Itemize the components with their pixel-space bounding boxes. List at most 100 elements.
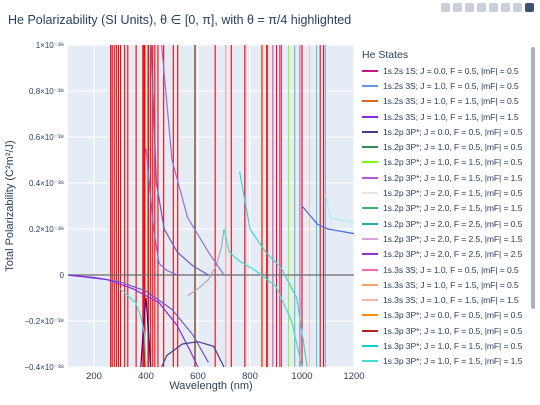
legend-swatch bbox=[362, 329, 378, 332]
legend-item[interactable]: 1s.2p 3P*; J = 2.0, F = 2.5, |mF| = 1.5 bbox=[362, 231, 528, 246]
chart-title: He Polarizability (SI Units), θ ∈ [0, π]… bbox=[8, 13, 352, 27]
y-tick-label: 0.4×10⁻³⁸ bbox=[29, 179, 64, 188]
y-tick-label: 0.8×10⁻³⁸ bbox=[29, 87, 64, 96]
legend-label: 1s.3p 3P*; J = 1.0, F = 1.5, |mF| = 1.5 bbox=[383, 356, 523, 367]
y-tick-labels: −0.4×10⁻³⁸ −0.2×10⁻³⁸ 0 0.2×10⁻³⁸ 0.4×10⁻³⁸ 0… bbox=[24, 41, 64, 372]
x-tick-label: 200 bbox=[86, 371, 102, 382]
legend-item[interactable]: 1s.3s 3S; J = 1.0, F = 1.5, |mF| = 1.5 bbox=[362, 292, 528, 307]
series-curve bbox=[67, 274, 209, 363]
legend-item[interactable]: 1s.2s 3S; J = 1.0, F = 1.5, |mF| = 0.5 bbox=[362, 94, 528, 109]
legend-swatch bbox=[362, 192, 378, 195]
legend-item[interactable]: 1s.2p 3P*; J = 2.0, F = 1.5, |mF| = 0.5 bbox=[362, 185, 528, 200]
series-curve bbox=[119, 288, 147, 368]
legend-item[interactable]: 1s.2p 3P*; J = 1.0, F = 1.5, |mF| = 0.5 bbox=[362, 155, 528, 170]
legend-swatch bbox=[362, 314, 378, 317]
legend-item[interactable]: 1s.2p 3P*; J = 2.0, F = 1.5, |mF| = 1.5 bbox=[362, 201, 528, 216]
legend-swatch bbox=[362, 100, 378, 103]
legend-item[interactable]: 1s.3p 3P*; J = 0.0, F = 0.5, |mF| = 0.5 bbox=[362, 308, 528, 323]
legend-label: 1s.2p 3P*; J = 2.0, F = 1.5, |mF| = 0.5 bbox=[383, 188, 523, 199]
series-curve bbox=[140, 297, 152, 368]
x-tick-label: 1000 bbox=[291, 371, 312, 382]
resonance-lines bbox=[110, 45, 325, 367]
x-tick-label: 800 bbox=[242, 371, 258, 382]
legend-label: 1s.2s 3S; J = 1.0, F = 0.5, |mF| = 0.5 bbox=[383, 80, 519, 91]
legend-swatch bbox=[362, 69, 378, 72]
series-curve bbox=[301, 205, 355, 235]
asymptote-lines bbox=[147, 45, 326, 367]
grid-lines bbox=[68, 44, 355, 368]
y-tick-label: 0.2×10⁻³⁸ bbox=[29, 225, 64, 234]
legend-swatch bbox=[362, 176, 378, 179]
x-tick-label: 600 bbox=[190, 371, 206, 382]
y-tick-label: 0 bbox=[60, 271, 65, 280]
series-curve bbox=[150, 44, 209, 276]
series-curve bbox=[161, 44, 225, 276]
legend-item[interactable]: 1s.2p 3P*; J = 0.0, F = 0.5, |mF| = 0.5 bbox=[362, 124, 528, 139]
x-axis-label: Wavelength (nm) bbox=[169, 380, 252, 392]
legend-label: 1s.2p 3P*; J = 2.0, F = 2.5, |mF| = 2.5 bbox=[383, 249, 523, 260]
zoom-out-icon[interactable] bbox=[489, 3, 498, 12]
y-tick-label: 0.6×10⁻³⁸ bbox=[29, 133, 64, 142]
legend-label: 1s.2p 3P*; J = 2.0, F = 2.5, |mF| = 1.5 bbox=[383, 233, 523, 244]
modebar bbox=[441, 3, 534, 12]
series-curve bbox=[239, 171, 308, 368]
zoom-in-icon[interactable] bbox=[477, 3, 486, 12]
legend-swatch bbox=[362, 344, 378, 347]
legend-swatch bbox=[362, 360, 378, 363]
legend-item[interactable]: 1s.3p 3P*; J = 1.0, F = 1.5, |mF| = 0.5 bbox=[362, 338, 528, 353]
legend-item[interactable]: 1s.3p 3P*; J = 1.0, F = 1.5, |mF| = 1.5 bbox=[362, 354, 528, 369]
legend-label: 1s.2s 3S; J = 1.0, F = 1.5, |mF| = 1.5 bbox=[383, 111, 519, 122]
legend-item[interactable]: 1s.3p 3P*; J = 1.0, F = 0.5, |mF| = 0.5 bbox=[362, 323, 528, 338]
legend-swatch bbox=[362, 146, 378, 149]
x-tick-labels: 200 400 600 800 1000 1200 bbox=[86, 371, 365, 382]
x-tick-label: 1200 bbox=[343, 371, 364, 382]
legend-label: 1s.2p 3P*; J = 2.0, F = 2.5, |mF| = 0.5 bbox=[383, 218, 523, 229]
legend-item[interactable]: 1s.2s 3S; J = 1.0, F = 0.5, |mF| = 0.5 bbox=[362, 78, 528, 93]
legend-label: 1s.2p 3P*; J = 1.0, F = 0.5, |mF| = 0.5 bbox=[383, 142, 523, 153]
legend-swatch bbox=[362, 299, 378, 302]
legend-item[interactable]: 1s.2p 3P*; J = 1.0, F = 0.5, |mF| = 0.5 bbox=[362, 139, 528, 154]
legend-label: 1s.3p 3P*; J = 0.0, F = 0.5, |mF| = 0.5 bbox=[383, 310, 523, 321]
legend-item[interactable]: 1s.3s 3S; J = 1.0, F = 0.5, |mF| = 0.5 bbox=[362, 262, 528, 277]
legend-swatch bbox=[362, 161, 378, 164]
series-curve bbox=[145, 148, 178, 276]
legend-label: 1s.3p 3P*; J = 1.0, F = 0.5, |mF| = 0.5 bbox=[383, 325, 523, 336]
legend-item[interactable]: 1s.2s 1S; J = 0.0, F = 0.5, |mF| = 0.5 bbox=[362, 63, 528, 78]
legend-title: He States bbox=[362, 49, 409, 61]
y-tick-label: −0.4×10⁻³⁸ bbox=[24, 363, 64, 372]
camera-icon[interactable] bbox=[441, 3, 450, 12]
legend-label: 1s.3p 3P*; J = 1.0, F = 1.5, |mF| = 0.5 bbox=[383, 340, 523, 351]
legend-item[interactable]: 1s.2p 3P*; J = 1.0, F = 1.5, |mF| = 1.5 bbox=[362, 170, 528, 185]
legend-label: 1s.2s 3S; J = 1.0, F = 1.5, |mF| = 0.5 bbox=[383, 96, 519, 107]
legend-label: 1s.3s 3S; J = 1.0, F = 0.5, |mF| = 0.5 bbox=[383, 264, 519, 275]
series-curve bbox=[67, 274, 199, 368]
legend-swatch bbox=[362, 268, 378, 271]
series-curves bbox=[67, 44, 355, 368]
legend-swatch bbox=[362, 207, 378, 210]
series-curve bbox=[324, 194, 355, 223]
legend-label: 1s.2p 3P*; J = 1.0, F = 1.5, |mF| = 1.5 bbox=[383, 172, 523, 183]
legend-swatch bbox=[362, 84, 378, 87]
series-curve bbox=[223, 228, 303, 368]
series-curve bbox=[161, 341, 225, 368]
legend-item[interactable]: 1s.2s 3S; J = 1.0, F = 1.5, |mF| = 1.5 bbox=[362, 109, 528, 124]
plotly-logo-icon[interactable] bbox=[525, 3, 534, 12]
legend-item[interactable]: 1s.3s 3S; J = 1.0, F = 1.5, |mF| = 0.5 bbox=[362, 277, 528, 292]
x-tick-label: 400 bbox=[138, 371, 154, 382]
legend-swatch bbox=[362, 115, 378, 118]
legend-swatch bbox=[362, 130, 378, 133]
legend-label: 1s.2s 1S; J = 0.0, F = 0.5, |mF| = 0.5 bbox=[383, 65, 519, 76]
legend-label: 1s.2p 3P*; J = 2.0, F = 1.5, |mF| = 1.5 bbox=[383, 203, 523, 214]
y-tick-label: 1×10⁻³⁸ bbox=[36, 41, 64, 50]
legend-item[interactable]: 1s.2p 3P*; J = 2.0, F = 2.5, |mF| = 0.5 bbox=[362, 216, 528, 231]
autoscale-icon[interactable] bbox=[501, 3, 510, 12]
legend-scrollbar[interactable] bbox=[531, 47, 535, 309]
legend-swatch bbox=[362, 222, 378, 225]
legend-item[interactable]: 1s.2p 3P*; J = 2.0, F = 2.5, |mF| = 2.5 bbox=[362, 247, 528, 262]
y-axis-label: Total Polarizability (C²m²/J) bbox=[4, 140, 16, 271]
pan-icon[interactable] bbox=[465, 3, 474, 12]
legend-label: 1s.2p 3P*; J = 1.0, F = 1.5, |mF| = 0.5 bbox=[383, 157, 523, 168]
zoom-icon[interactable] bbox=[453, 3, 462, 12]
reset-icon[interactable] bbox=[513, 3, 522, 12]
